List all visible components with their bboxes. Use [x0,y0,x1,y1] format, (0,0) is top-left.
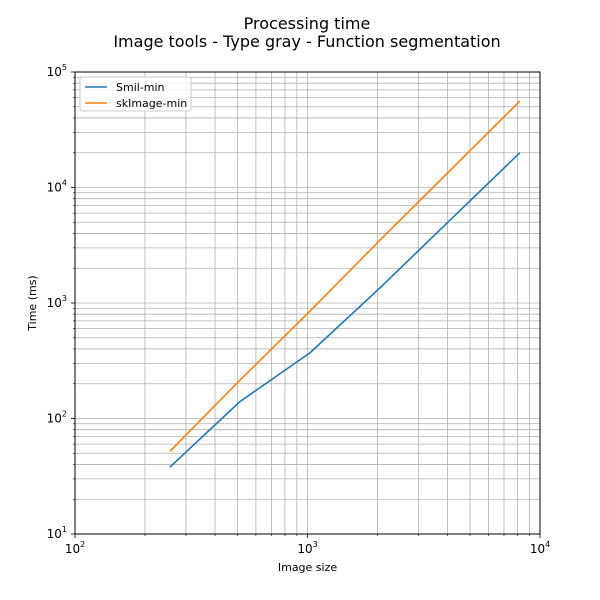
x-tick-exponent: 2 [80,540,85,549]
grid-lines [74,71,541,535]
y-tick-base: 10 [47,412,62,426]
y-tick-exponent: 5 [62,63,67,72]
y-tick-base: 10 [47,65,62,79]
series-line-smil-min [169,152,521,468]
x-tick-label: 103 [297,540,317,556]
y-tick-label: 101 [47,525,67,541]
y-tick-base: 10 [47,527,62,541]
y-tick-exponent: 3 [62,294,67,303]
x-tick-base: 10 [65,542,80,556]
y-tick-exponent: 1 [62,525,67,534]
y-tick-label: 104 [47,179,67,195]
y-axis-label: Time (ms) [26,275,39,331]
series-lines [169,100,521,468]
legend: Smil-min skImage-min [79,76,192,112]
y-tick-label: 103 [47,294,67,310]
x-tick-label: 104 [530,540,550,556]
x-tick-label: 102 [65,540,85,556]
x-tick-exponent: 4 [545,540,550,549]
x-tick-exponent: 3 [313,540,318,549]
x-tick-base: 10 [297,542,312,556]
y-tick-label: 102 [47,410,67,426]
y-tick-base: 10 [47,181,62,195]
legend-box [79,76,192,112]
y-tick-exponent: 2 [62,410,67,419]
x-tick-base: 10 [530,542,545,556]
y-tick-label: 105 [47,63,67,79]
legend-label-skimage-min: skImage-min [116,97,187,110]
chart-title-line-2: Image tools - Type gray - Function segme… [113,32,500,51]
series-line-skimage-min [169,100,521,452]
y-tick-exponent: 4 [62,179,67,188]
y-tick-base: 10 [47,296,62,310]
axis-ticks [71,71,541,538]
chart-title-line-1: Processing time [244,14,371,33]
legend-label-smil-min: Smil-min [116,81,165,94]
x-axis-label: Image size [278,561,338,574]
